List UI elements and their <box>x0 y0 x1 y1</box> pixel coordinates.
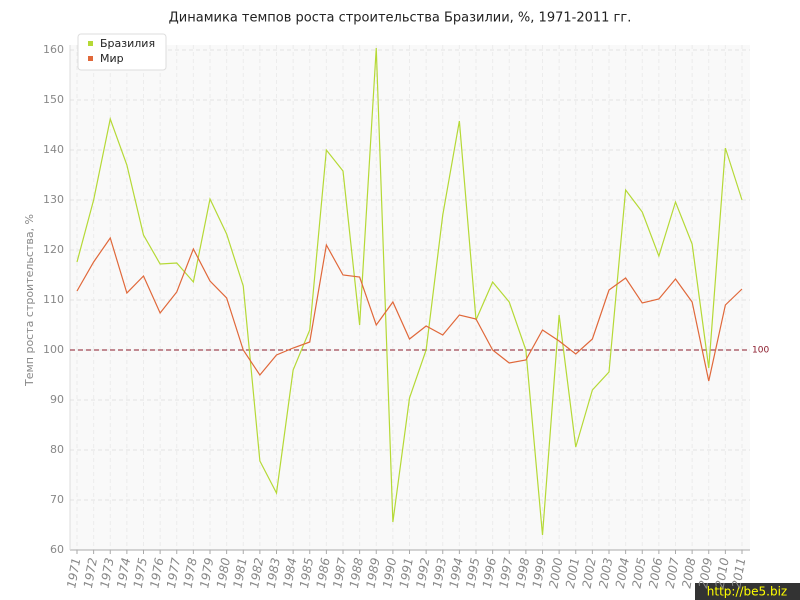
y-tick-label: 150 <box>43 93 64 106</box>
x-tick-label: 1986 <box>314 556 333 589</box>
x-tick-label: 2006 <box>646 556 665 589</box>
x-tick-label: 1976 <box>147 556 166 589</box>
x-tick-label: 2008 <box>679 556 698 589</box>
legend-label: Мир <box>100 52 124 65</box>
legend-marker <box>88 41 93 46</box>
x-tick-label: 1979 <box>197 557 216 590</box>
x-tick-label: 1978 <box>181 556 200 589</box>
legend-marker <box>88 56 93 61</box>
y-tick-label: 80 <box>50 443 64 456</box>
x-tick-label: 1977 <box>164 556 183 589</box>
x-tick-label: 1980 <box>214 556 233 589</box>
x-tick-label: 1985 <box>297 557 316 590</box>
x-tick-label: 2000 <box>546 556 565 589</box>
x-tick-label: 1992 <box>413 557 432 590</box>
watermark-bg <box>695 583 800 600</box>
x-tick-label: 2005 <box>630 557 649 590</box>
y-tick-label: 110 <box>43 293 64 306</box>
series-line <box>76 236 743 382</box>
x-tick-label: 2003 <box>596 557 615 590</box>
y-tick-label: 130 <box>43 193 64 206</box>
x-tick-label: 2011 <box>729 557 748 590</box>
x-tick-label: 1998 <box>513 556 532 589</box>
x-tick-label: 2007 <box>663 556 682 589</box>
reference-label: 100 <box>752 346 769 356</box>
x-tick-label: 1994 <box>447 557 466 590</box>
y-axis-label: Темп роста строительства, % <box>23 214 36 387</box>
x-tick-label: 1981 <box>231 557 250 590</box>
y-tick-label: 70 <box>50 493 64 506</box>
legend-label: Бразилия <box>100 37 155 50</box>
x-tick-label: 1982 <box>247 557 266 590</box>
x-tick-label: 1999 <box>530 557 549 590</box>
y-tick-label: 60 <box>50 543 64 556</box>
x-tick-label: 2010 <box>713 556 732 589</box>
y-tick-label: 160 <box>43 43 64 56</box>
y-tick-label: 90 <box>50 393 64 406</box>
x-tick-label: 1995 <box>463 557 482 590</box>
x-tick-label: 1991 <box>397 557 416 590</box>
watermark: http://be5.biz <box>707 585 787 599</box>
y-tick-label: 100 <box>43 343 64 356</box>
x-tick-label: 1972 <box>81 557 100 590</box>
x-tick-label: 1973 <box>98 557 117 590</box>
x-tick-label: 2004 <box>613 557 632 590</box>
x-tick-label: 1990 <box>380 556 399 589</box>
x-tick-label: 2009 <box>696 557 715 590</box>
x-tick-label: 1987 <box>330 556 349 589</box>
y-tick-label: 120 <box>43 243 64 256</box>
x-tick-label: 1975 <box>131 557 150 590</box>
y-tick-label: 140 <box>43 143 64 156</box>
x-tick-label: 1984 <box>280 557 299 590</box>
x-tick-label: 2001 <box>563 557 582 590</box>
series-line <box>76 47 743 536</box>
x-tick-label: 1996 <box>480 556 499 589</box>
chart-title: Динамика темпов роста строительства Браз… <box>169 11 632 26</box>
x-tick-label: 1971 <box>64 557 83 590</box>
x-tick-label: 1997 <box>497 556 516 589</box>
x-tick-label: 2002 <box>580 557 599 590</box>
x-tick-label: 1993 <box>430 557 449 590</box>
x-tick-label: 1988 <box>347 556 366 589</box>
x-tick-label: 1974 <box>114 557 133 590</box>
legend-box <box>77 33 167 71</box>
x-tick-label: 1989 <box>364 557 383 590</box>
x-tick-label: 1983 <box>264 557 283 590</box>
